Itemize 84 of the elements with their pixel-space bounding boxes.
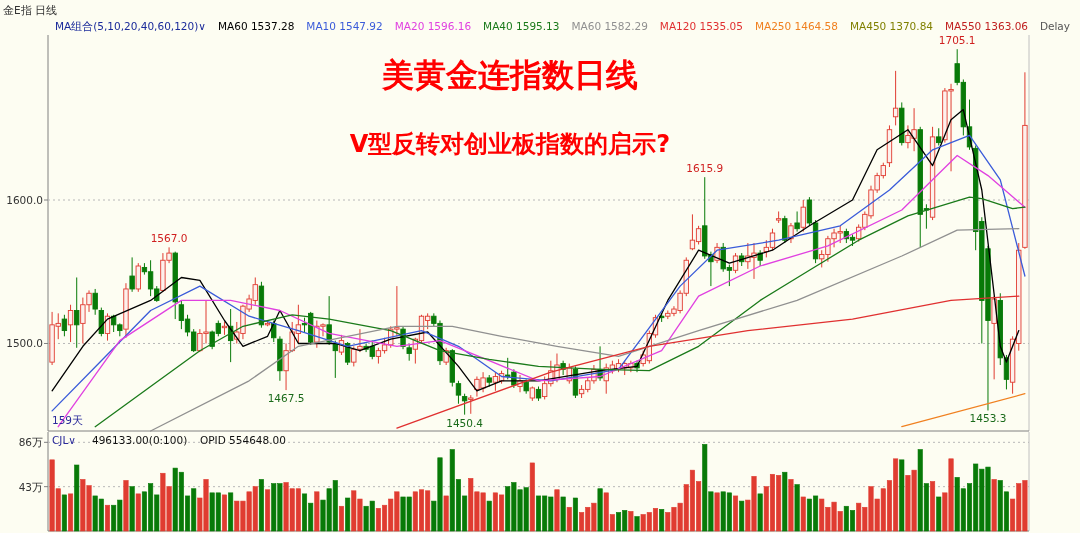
bar	[659, 509, 665, 532]
bar	[739, 500, 745, 532]
line-series	[51, 108, 1020, 392]
bar	[228, 492, 234, 532]
candlestick	[461, 393, 468, 416]
candlestick	[794, 210, 800, 233]
text: 金E指 日线	[3, 4, 57, 16]
candlestick	[92, 288, 98, 316]
text: MA450 1370.84	[849, 20, 934, 32]
bar	[566, 506, 572, 532]
line-series	[94, 196, 1026, 428]
bar	[628, 511, 634, 532]
legend-title: MA组合(5,10,20,40,60,120)∨	[55, 20, 206, 32]
text: MA20 1596.16	[394, 20, 472, 32]
candlestick	[61, 314, 68, 337]
candlestick	[468, 394, 474, 415]
annotation: 1705.1	[938, 34, 976, 47]
candlestick	[129, 256, 135, 293]
candlestick	[455, 380, 462, 405]
bar	[930, 481, 936, 532]
bar	[529, 462, 535, 532]
bar	[794, 484, 800, 532]
bar	[560, 496, 566, 532]
annotation: 1450.4	[446, 416, 484, 429]
bar	[597, 488, 603, 532]
bar	[314, 491, 320, 532]
y-tick-label: 43万	[18, 480, 43, 493]
bar	[338, 505, 344, 532]
text: MA40 1595.13	[483, 20, 560, 32]
y-tick-label: 86万	[18, 436, 43, 449]
bar	[74, 464, 80, 532]
candlestick	[98, 307, 104, 337]
bar	[788, 479, 794, 532]
text: MA10 1547.92	[306, 20, 383, 32]
bar	[757, 493, 763, 532]
candlestick	[357, 328, 363, 353]
bar	[991, 479, 997, 532]
bar	[572, 497, 578, 532]
bar	[129, 486, 135, 532]
text: 美黄金连指数日线	[381, 56, 638, 94]
candlestick	[332, 340, 338, 379]
annotation: 1615.9	[686, 162, 724, 175]
bar	[554, 489, 560, 532]
bar	[265, 489, 271, 532]
annotation: CJL∨	[52, 434, 76, 446]
text: MA250 1464.58	[754, 20, 838, 32]
text: Delay	[1039, 20, 1070, 32]
bar	[345, 497, 351, 532]
bar	[782, 471, 788, 532]
y-tick-label: 1500.0	[6, 337, 43, 350]
annotation: 1467.5	[267, 392, 305, 405]
bar	[936, 496, 942, 532]
bar	[899, 459, 905, 532]
bar	[135, 493, 141, 532]
text: MA550 1363.06	[945, 20, 1029, 32]
bar	[486, 500, 492, 532]
bar	[221, 494, 227, 532]
candlestick	[800, 199, 806, 233]
line-series	[149, 228, 1020, 432]
candlestick	[135, 262, 141, 293]
bar	[123, 480, 129, 532]
candlestick	[351, 345, 357, 367]
bar	[443, 495, 449, 532]
y-tick-label: 1600.0	[6, 194, 43, 206]
candlestick	[892, 70, 899, 126]
text: MA60 1582.29	[571, 20, 648, 32]
bar	[68, 493, 74, 532]
text: MA120 1535.05	[659, 20, 743, 32]
candlestick	[74, 276, 80, 349]
annotation: 496133.00(0:100)	[92, 434, 188, 446]
bar	[714, 492, 720, 532]
bar	[104, 504, 111, 532]
text: MA60 1537.28	[217, 20, 295, 32]
annotation: 1453.3	[969, 412, 1007, 425]
bar	[800, 496, 806, 532]
annotation: 1567.0	[150, 232, 188, 245]
bar	[258, 479, 264, 532]
bar	[61, 494, 67, 532]
bar	[733, 495, 739, 532]
bar	[634, 516, 640, 532]
candlestick	[782, 215, 788, 244]
candlestick	[67, 304, 74, 343]
text: V型反转对创业板指数的启示?	[349, 130, 671, 158]
annotation: OPID 554648.00	[200, 434, 286, 446]
